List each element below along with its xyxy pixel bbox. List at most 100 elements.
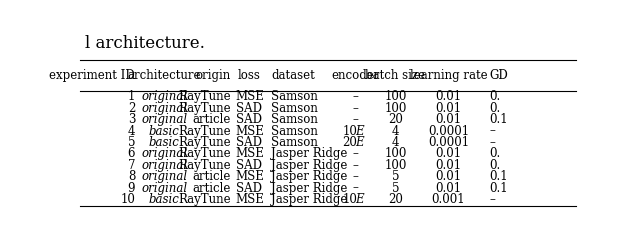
Text: MSE: MSE: [235, 124, 264, 138]
Text: 0.1: 0.1: [489, 182, 508, 195]
Text: –: –: [353, 102, 358, 115]
Text: RayTune: RayTune: [178, 193, 230, 206]
Text: 10: 10: [120, 193, 135, 206]
Text: original: original: [141, 147, 187, 160]
Text: MSE: MSE: [235, 170, 264, 183]
Text: 0.1: 0.1: [489, 170, 508, 183]
Text: 100: 100: [384, 90, 406, 103]
Text: 100: 100: [384, 102, 406, 115]
Text: –: –: [353, 90, 358, 103]
Text: 5: 5: [392, 170, 399, 183]
Text: RayTune: RayTune: [178, 90, 230, 103]
Text: –: –: [489, 124, 495, 138]
Text: Jasper Ridge: Jasper Ridge: [271, 147, 348, 160]
Text: E: E: [355, 124, 364, 138]
Text: RayTune: RayTune: [178, 159, 230, 172]
Text: basic: basic: [148, 136, 179, 149]
Text: 10: 10: [342, 124, 357, 138]
Text: 0.01: 0.01: [435, 182, 461, 195]
Text: architecture: architecture: [127, 69, 201, 82]
Text: Samson: Samson: [271, 136, 318, 149]
Text: RayTune: RayTune: [178, 124, 230, 138]
Text: 0.01: 0.01: [435, 113, 461, 126]
Text: 0.: 0.: [489, 102, 500, 115]
Text: Samson: Samson: [271, 102, 318, 115]
Text: article: article: [192, 182, 230, 195]
Text: 0.0001: 0.0001: [428, 124, 469, 138]
Text: original: original: [141, 90, 187, 103]
Text: 0.1: 0.1: [489, 113, 508, 126]
Text: 0.01: 0.01: [435, 147, 461, 160]
Text: original: original: [141, 113, 187, 126]
Text: 2: 2: [128, 102, 135, 115]
Text: basic: basic: [148, 193, 179, 206]
Text: learning rate: learning rate: [410, 69, 487, 82]
Text: 0.01: 0.01: [435, 159, 461, 172]
Text: SAD: SAD: [236, 159, 262, 172]
Text: 0.0001: 0.0001: [428, 136, 469, 149]
Text: –: –: [489, 193, 495, 206]
Text: 0.: 0.: [489, 159, 500, 172]
Text: 5: 5: [127, 136, 135, 149]
Text: 10: 10: [342, 193, 357, 206]
Text: 0.01: 0.01: [435, 170, 461, 183]
Text: origin: origin: [195, 69, 230, 82]
Text: Jasper Ridge: Jasper Ridge: [271, 170, 348, 183]
Text: 3: 3: [127, 113, 135, 126]
Text: 20: 20: [388, 113, 403, 126]
Text: 5: 5: [392, 182, 399, 195]
Text: E: E: [355, 193, 364, 206]
Text: –: –: [353, 182, 358, 195]
Text: –: –: [353, 113, 358, 126]
Text: 9: 9: [127, 182, 135, 195]
Text: batch size: batch size: [365, 69, 426, 82]
Text: RayTune: RayTune: [178, 136, 230, 149]
Text: 7: 7: [127, 159, 135, 172]
Text: 4: 4: [392, 136, 399, 149]
Text: Samson: Samson: [271, 124, 318, 138]
Text: 0.: 0.: [489, 90, 500, 103]
Text: SAD: SAD: [236, 102, 262, 115]
Text: Jasper Ridge: Jasper Ridge: [271, 159, 348, 172]
Text: original: original: [141, 182, 187, 195]
Text: 1: 1: [128, 90, 135, 103]
Text: article: article: [192, 113, 230, 126]
Text: –: –: [353, 147, 358, 160]
Text: RayTune: RayTune: [178, 102, 230, 115]
Text: RayTune: RayTune: [178, 147, 230, 160]
Text: 20: 20: [342, 136, 357, 149]
Text: loss: loss: [238, 69, 261, 82]
Text: original: original: [141, 159, 187, 172]
Text: 8: 8: [128, 170, 135, 183]
Text: –: –: [353, 170, 358, 183]
Text: 100: 100: [384, 159, 406, 172]
Text: basic: basic: [148, 124, 179, 138]
Text: –: –: [353, 159, 358, 172]
Text: Jasper Ridge: Jasper Ridge: [271, 182, 348, 195]
Text: original: original: [141, 170, 187, 183]
Text: –: –: [489, 136, 495, 149]
Text: 0.01: 0.01: [435, 102, 461, 115]
Text: 0.: 0.: [489, 147, 500, 160]
Text: 100: 100: [384, 147, 406, 160]
Text: MSE: MSE: [235, 193, 264, 206]
Text: experiment ID: experiment ID: [49, 69, 135, 82]
Text: SAD: SAD: [236, 113, 262, 126]
Text: MSE: MSE: [235, 90, 264, 103]
Text: 20: 20: [388, 193, 403, 206]
Text: Samson: Samson: [271, 113, 318, 126]
Text: SAD: SAD: [236, 182, 262, 195]
Text: 4: 4: [392, 124, 399, 138]
Text: encoder: encoder: [332, 69, 380, 82]
Text: 0.01: 0.01: [435, 90, 461, 103]
Text: 4: 4: [127, 124, 135, 138]
Text: original: original: [141, 102, 187, 115]
Text: l architecture.: l architecture.: [85, 35, 205, 52]
Text: MSE: MSE: [235, 147, 264, 160]
Text: dataset: dataset: [271, 69, 315, 82]
Text: article: article: [192, 170, 230, 183]
Text: Samson: Samson: [271, 90, 318, 103]
Text: 6: 6: [127, 147, 135, 160]
Text: E: E: [355, 136, 364, 149]
Text: 0.001: 0.001: [432, 193, 465, 206]
